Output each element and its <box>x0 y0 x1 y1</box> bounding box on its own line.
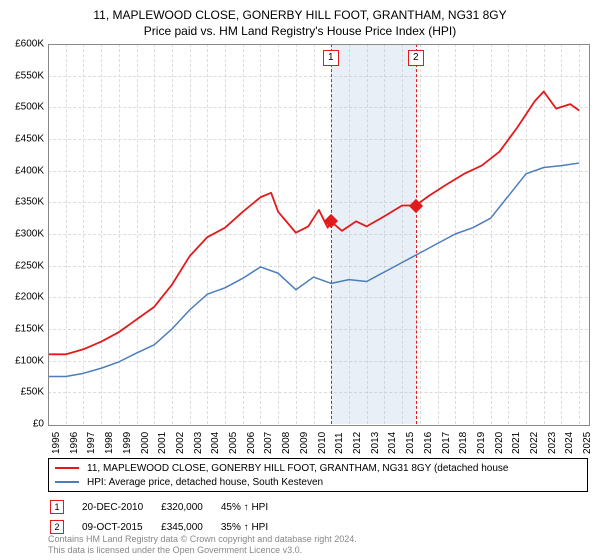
y-tick-label: £150K <box>0 324 44 335</box>
x-tick-label: 2011 <box>334 432 345 454</box>
y-tick-label: £0 <box>0 419 44 430</box>
plot-border <box>48 44 590 426</box>
footer-note: Contains HM Land Registry data © Crown c… <box>48 534 357 556</box>
legend-swatch <box>55 481 79 483</box>
x-tick-label: 2000 <box>140 432 151 454</box>
x-tick-label: 2014 <box>387 432 398 454</box>
title-main: 11, MAPLEWOOD CLOSE, GONERBY HILL FOOT, … <box>0 0 600 22</box>
legend-row: 11, MAPLEWOOD CLOSE, GONERBY HILL FOOT, … <box>55 461 581 475</box>
chart-container: 11, MAPLEWOOD CLOSE, GONERBY HILL FOOT, … <box>0 0 600 560</box>
footer-line: Contains HM Land Registry data © Crown c… <box>48 534 357 545</box>
x-tick-label: 2002 <box>175 432 186 454</box>
x-tick-label: 2013 <box>370 432 381 454</box>
x-tick-label: 2012 <box>352 432 363 454</box>
x-tick-label: 2009 <box>299 432 310 454</box>
title-sub: Price paid vs. HM Land Registry's House … <box>0 22 600 42</box>
y-tick-label: £350K <box>0 197 44 208</box>
legend-label: 11, MAPLEWOOD CLOSE, GONERBY HILL FOOT, … <box>87 463 508 474</box>
x-tick-label: 2003 <box>193 432 204 454</box>
x-tick-label: 1995 <box>51 432 62 454</box>
legend-swatch <box>55 467 79 469</box>
x-tick-label: 2015 <box>405 432 416 454</box>
x-tick-label: 1999 <box>122 432 133 454</box>
events-table: 1 20-DEC-2010 £320,000 45% ↑ HPI 2 09-OC… <box>48 496 286 538</box>
y-tick-label: £300K <box>0 229 44 240</box>
y-tick-label: £500K <box>0 102 44 113</box>
x-tick-label: 2024 <box>564 432 575 454</box>
y-tick-label: £50K <box>0 387 44 398</box>
event-date: 20-DEC-2010 <box>82 498 159 516</box>
x-tick-label: 2004 <box>210 432 221 454</box>
y-tick-label: £100K <box>0 355 44 366</box>
x-tick-label: 1998 <box>104 432 115 454</box>
y-tick-label: £550K <box>0 70 44 81</box>
x-tick-label: 2020 <box>494 432 505 454</box>
y-tick-label: £250K <box>0 260 44 271</box>
event-hpi: 45% ↑ HPI <box>221 498 284 516</box>
x-tick-label: 1996 <box>69 432 80 454</box>
x-tick-label: 2017 <box>441 432 452 454</box>
x-tick-label: 2006 <box>246 432 257 454</box>
event-row: 1 20-DEC-2010 £320,000 45% ↑ HPI <box>50 498 284 516</box>
event-badge-icon: 2 <box>50 520 64 534</box>
x-tick-label: 2005 <box>228 432 239 454</box>
legend: 11, MAPLEWOOD CLOSE, GONERBY HILL FOOT, … <box>48 458 588 492</box>
x-tick-label: 2022 <box>529 432 540 454</box>
x-tick-label: 2001 <box>157 432 168 454</box>
x-tick-label: 2016 <box>423 432 434 454</box>
legend-label: HPI: Average price, detached house, Sout… <box>87 477 323 488</box>
event-badge-icon: 1 <box>50 500 64 514</box>
event-price: £320,000 <box>161 498 219 516</box>
legend-row: HPI: Average price, detached house, Sout… <box>55 475 581 489</box>
x-tick-label: 1997 <box>86 432 97 454</box>
x-tick-label: 2021 <box>511 432 522 454</box>
event-badge: 1 <box>323 50 339 66</box>
y-tick-label: £450K <box>0 134 44 145</box>
x-tick-label: 2007 <box>263 432 274 454</box>
x-tick-label: 2019 <box>476 432 487 454</box>
x-tick-label: 2018 <box>458 432 469 454</box>
y-tick-label: £400K <box>0 165 44 176</box>
x-tick-label: 2023 <box>547 432 558 454</box>
y-tick-label: £600K <box>0 39 44 50</box>
x-tick-label: 2010 <box>317 432 328 454</box>
y-tick-label: £200K <box>0 292 44 303</box>
footer-line: This data is licensed under the Open Gov… <box>48 545 357 556</box>
x-tick-label: 2025 <box>582 432 593 454</box>
x-tick-label: 2008 <box>281 432 292 454</box>
event-badge: 2 <box>408 50 424 66</box>
